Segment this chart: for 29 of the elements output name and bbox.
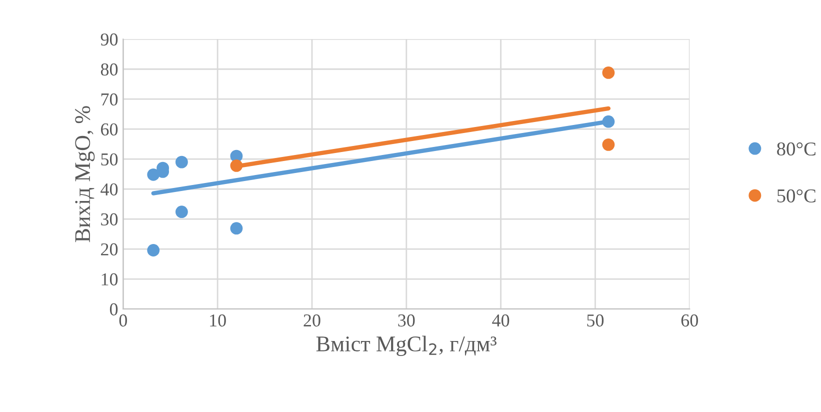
point [602,138,615,151]
point [230,159,243,172]
x-axis-title: Вміст MgCl$_{2}$, г/дм³ [316,336,497,356]
y-tick-label: 70 [101,93,118,106]
y-tick-label: 0 [110,303,118,316]
x-tick-label: 30 [398,314,415,327]
y-axis-title: Вихід MgO, % [75,106,95,242]
x-tick-label: 20 [304,314,320,327]
y-tick-label: 50 [101,153,118,166]
point [175,156,188,168]
y-tick-label: 30 [101,213,118,226]
x-tick-label: 0 [119,314,127,327]
point [230,222,243,235]
x-tick-label: 10 [210,314,226,327]
x-tick-label: 50 [587,314,604,327]
legend-label: 50°C [777,189,816,202]
y-tick-label: 90 [100,33,118,46]
point [602,115,615,128]
y-tick-label: 60 [101,123,118,136]
y-tick-label: 10 [102,273,118,286]
y-tick-label: 20 [101,243,118,256]
point [602,66,615,79]
y-tick-label: 40 [100,183,118,196]
x-tick-label: 40 [492,314,510,327]
legend-label: 80°C [777,142,816,156]
point [147,244,160,256]
y-tick-label: 80 [100,63,118,76]
point [175,206,188,218]
x-tick-label: 60 [681,314,698,327]
